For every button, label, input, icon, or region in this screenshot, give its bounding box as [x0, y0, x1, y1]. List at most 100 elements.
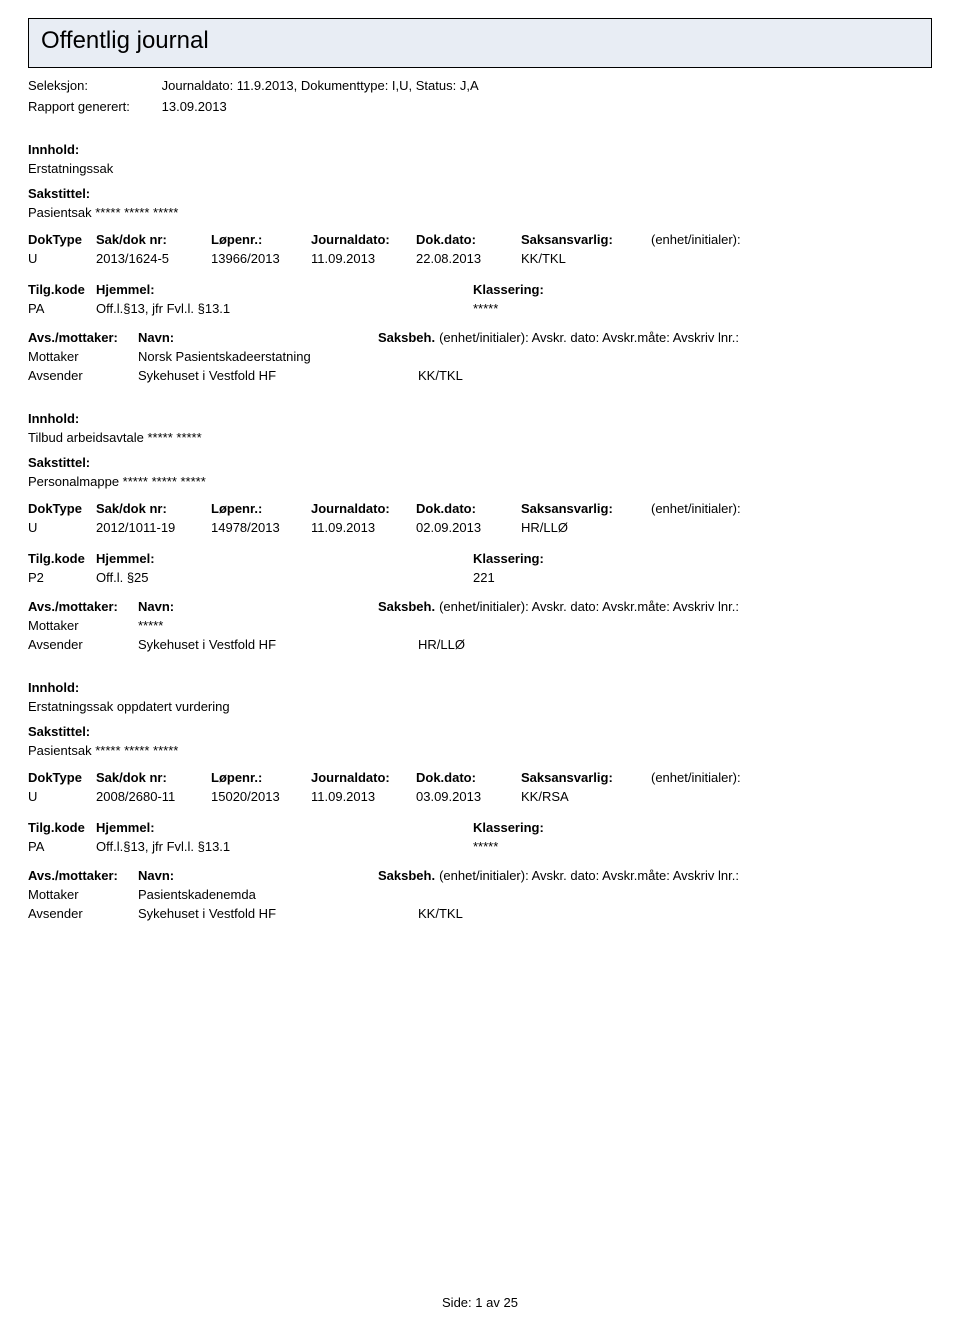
data-row: U 2013/1624-5 13966/2013 11.09.2013 22.0… — [28, 251, 932, 266]
rapport-value: 13.09.2013 — [162, 99, 227, 114]
enhet-value — [651, 251, 781, 266]
header-row: DokType Sak/dok nr: Løpenr.: Journaldato… — [28, 770, 932, 785]
saksbeh-tail: (enhet/initialer): Avskr. dato: Avskr.må… — [439, 868, 739, 883]
innhold-value: Erstatningssak — [28, 161, 932, 176]
saksbeh-tail: (enhet/initialer): Avskr. dato: Avskr.må… — [439, 599, 739, 614]
saknr-value: 2013/1624-5 — [96, 251, 211, 266]
journaldato-value: 11.09.2013 — [311, 520, 416, 535]
saknr-value: 2008/2680-11 — [96, 789, 211, 804]
tilg-data: PA Off.l.§13, jfr Fvl.l. §13.1 ***** — [28, 839, 932, 854]
page-title: Offentlig journal — [41, 27, 919, 55]
mottaker-role: Mottaker — [28, 887, 138, 902]
page-container: Offentlig journal Seleksjon: Journaldato… — [0, 0, 960, 939]
hjemmel-label: Hjemmel: — [96, 551, 456, 566]
innhold-value: Tilbud arbeidsavtale ***** ***** — [28, 430, 932, 445]
mottaker-row: Mottaker ***** — [28, 618, 932, 633]
tilg-data: PA Off.l.§13, jfr Fvl.l. §13.1 ***** — [28, 301, 932, 316]
col-lopenr-label: Løpenr.: — [211, 770, 311, 785]
header-row: DokType Sak/dok nr: Løpenr.: Journaldato… — [28, 232, 932, 247]
enhet-value — [651, 520, 781, 535]
tilg-wrapper: Tilg.kode Hjemmel: Klassering: PA Off.l.… — [28, 820, 932, 854]
innhold-label: Innhold: — [28, 142, 932, 157]
footer-side-label: Side: — [442, 1295, 472, 1310]
doktype-value: U — [28, 520, 96, 535]
footer-av: av — [486, 1295, 500, 1310]
innhold-label: Innhold: — [28, 680, 932, 695]
saksansvarlig-value: KK/RSA — [521, 789, 651, 804]
journal-record: Innhold: Erstatningssak oppdatert vurder… — [28, 680, 932, 921]
col-saksansvarlig-label: Saksansvarlig: — [521, 501, 651, 516]
col-lopenr-label: Løpenr.: — [211, 501, 311, 516]
col-enhet-label: (enhet/initialer): — [651, 232, 781, 247]
sakstittel-value: Pasientsak ***** ***** ***** — [28, 743, 932, 758]
tilgkode-value: PA — [28, 301, 96, 316]
col-saksansvarlig-label: Saksansvarlig: — [521, 770, 651, 785]
col-dokdato-label: Dok.dato: — [416, 770, 521, 785]
col-saknr-label: Sak/dok nr: — [96, 232, 211, 247]
avs-header: Avs./mottaker: Navn: Saksbeh.(enhet/init… — [28, 330, 932, 345]
col-saknr-label: Sak/dok nr: — [96, 501, 211, 516]
saksbeh-label: Saksbeh.(enhet/initialer): Avskr. dato: … — [378, 330, 739, 345]
saksbeh-label: Saksbeh.(enhet/initialer): Avskr. dato: … — [378, 868, 739, 883]
col-lopenr-label: Løpenr.: — [211, 232, 311, 247]
mottaker-name: Norsk Pasientskadeerstatning — [138, 349, 418, 364]
saksansvarlig-value: HR/LLØ — [521, 520, 651, 535]
tilgkode-value: PA — [28, 839, 96, 854]
tilg-data: P2 Off.l. §25 221 — [28, 570, 932, 585]
avsender-role: Avsender — [28, 368, 138, 383]
col-journaldato-label: Journaldato: — [311, 501, 416, 516]
klassering-value: 221 — [473, 570, 495, 585]
sakstittel-value: Pasientsak ***** ***** ***** — [28, 205, 932, 220]
tilg-wrapper: Tilg.kode Hjemmel: Klassering: P2 Off.l.… — [28, 551, 932, 585]
mottaker-row: Mottaker Norsk Pasientskadeerstatning — [28, 349, 932, 364]
avs-mottaker-label: Avs./mottaker: — [28, 599, 138, 614]
footer-page-current: 1 — [475, 1295, 482, 1310]
tilgkode-label: Tilg.kode — [28, 820, 96, 835]
avsender-unit: HR/LLØ — [418, 637, 465, 652]
footer-page-total: 25 — [504, 1295, 518, 1310]
meta-rapport: Rapport generert: 13.09.2013 — [28, 99, 932, 114]
tilgkode-label: Tilg.kode — [28, 282, 96, 297]
dokdato-value: 03.09.2013 — [416, 789, 521, 804]
avsender-role: Avsender — [28, 906, 138, 921]
rapport-label: Rapport generert: — [28, 99, 158, 114]
dokdato-value: 02.09.2013 — [416, 520, 521, 535]
journal-record: Innhold: Tilbud arbeidsavtale ***** ****… — [28, 411, 932, 652]
sakstittel-label: Sakstittel: — [28, 455, 932, 470]
col-doktype-label: DokType — [28, 232, 96, 247]
title-box: Offentlig journal — [28, 18, 932, 68]
avs-mottaker-label: Avs./mottaker: — [28, 330, 138, 345]
mottaker-role: Mottaker — [28, 618, 138, 633]
saksbeh-tail: (enhet/initialer): Avskr. dato: Avskr.må… — [439, 330, 739, 345]
enhet-value — [651, 789, 781, 804]
mottaker-role: Mottaker — [28, 349, 138, 364]
navn-label: Navn: — [138, 330, 378, 345]
klassering-value: ***** — [473, 839, 498, 854]
journaldato-value: 11.09.2013 — [311, 251, 416, 266]
avsender-row: Avsender Sykehuset i Vestfold HF HR/LLØ — [28, 637, 932, 652]
data-row: U 2012/1011-19 14978/2013 11.09.2013 02.… — [28, 520, 932, 535]
avsender-name: Sykehuset i Vestfold HF — [138, 368, 418, 383]
sakstittel-label: Sakstittel: — [28, 186, 932, 201]
lopenr-value: 14978/2013 — [211, 520, 311, 535]
klassering-label: Klassering: — [473, 551, 544, 566]
lopenr-value: 13966/2013 — [211, 251, 311, 266]
mottaker-name: Pasientskadenemda — [138, 887, 418, 902]
avs-mottaker-label: Avs./mottaker: — [28, 868, 138, 883]
klassering-label: Klassering: — [473, 282, 544, 297]
tilgkode-label: Tilg.kode — [28, 551, 96, 566]
avsender-name: Sykehuset i Vestfold HF — [138, 906, 418, 921]
klassering-value: ***** — [473, 301, 498, 316]
avsender-unit: KK/TKL — [418, 906, 463, 921]
meta-seleksjon: Seleksjon: Journaldato: 11.9.2013, Dokum… — [28, 78, 932, 93]
avsender-name: Sykehuset i Vestfold HF — [138, 637, 418, 652]
doktype-value: U — [28, 789, 96, 804]
mottaker-row: Mottaker Pasientskadenemda — [28, 887, 932, 902]
tilg-header: Tilg.kode Hjemmel: Klassering: — [28, 820, 932, 835]
saksbeh-label: Saksbeh.(enhet/initialer): Avskr. dato: … — [378, 599, 739, 614]
tilg-header: Tilg.kode Hjemmel: Klassering: — [28, 551, 932, 566]
seleksjon-label: Seleksjon: — [28, 78, 158, 93]
seleksjon-value: Journaldato: 11.9.2013, Dokumenttype: I,… — [162, 78, 479, 93]
hjemmel-value: Off.l. §25 — [96, 570, 456, 585]
avsender-row: Avsender Sykehuset i Vestfold HF KK/TKL — [28, 906, 932, 921]
